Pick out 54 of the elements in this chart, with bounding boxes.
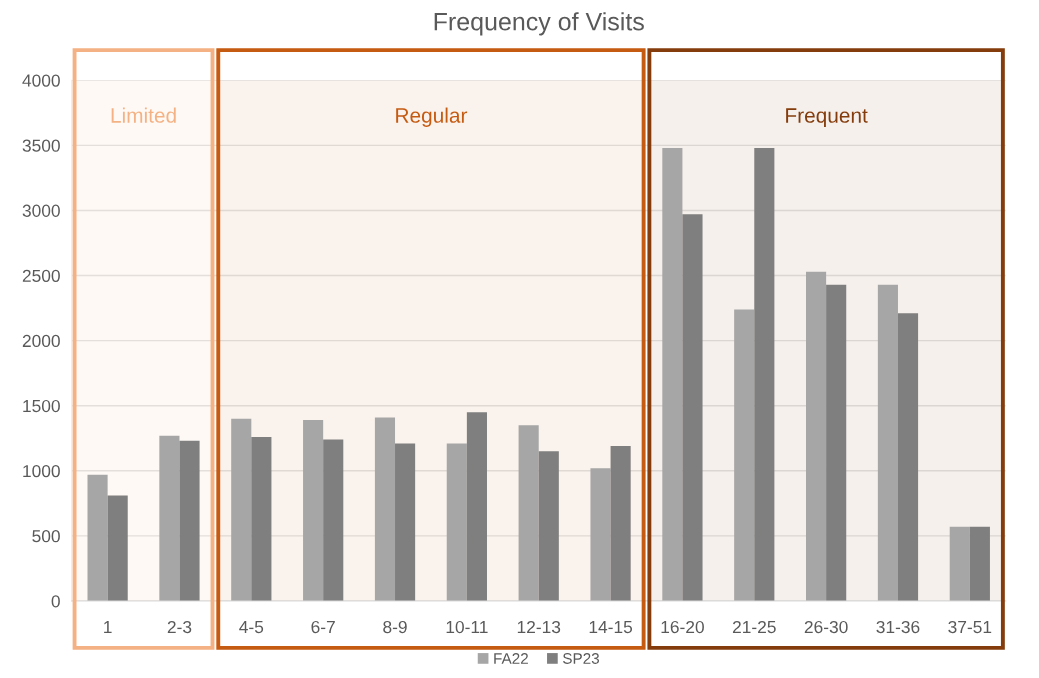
bar <box>754 147 775 601</box>
x-tick-label: 10-11 <box>446 620 488 634</box>
x-tick-label: 21-25 <box>732 620 776 634</box>
y-tick-label: 4000 <box>22 74 60 87</box>
x-tick-label: 26-30 <box>804 620 848 634</box>
x-tick-label: 8-9 <box>383 620 407 634</box>
bar <box>897 313 919 601</box>
bar <box>107 495 128 601</box>
x-tick-label: 12-13 <box>517 620 561 634</box>
bar <box>323 439 344 601</box>
x-tick-label: 2-3 <box>167 620 192 634</box>
x-tick-label: 6-7 <box>311 620 335 634</box>
x-tick-label: 14-15 <box>589 621 633 634</box>
y-tick-label: 3000 <box>22 204 60 217</box>
bar <box>610 446 631 601</box>
bar <box>231 418 252 601</box>
x-tick-label: 1 <box>104 621 112 634</box>
bar <box>251 436 272 601</box>
legend-label: FA22 <box>494 653 528 664</box>
bar <box>395 443 416 601</box>
x-tick-label: 37-51 <box>948 620 992 634</box>
y-tick-label: 2000 <box>22 334 60 348</box>
bar <box>949 526 970 601</box>
bar <box>969 526 990 601</box>
bar <box>466 412 487 601</box>
y-tick-label: 2500 <box>22 269 60 282</box>
y-tick-label: 1500 <box>23 399 60 413</box>
x-tick-label: 31-36 <box>876 620 920 634</box>
y-tick-label: 1000 <box>23 464 60 478</box>
x-tick-label: 4-5 <box>239 621 264 634</box>
bar <box>590 468 611 601</box>
bar <box>87 474 108 601</box>
bar <box>374 417 396 601</box>
bar <box>662 147 683 601</box>
x-tick-label: 16-20 <box>661 620 704 634</box>
legend-label: SP23 <box>563 653 600 664</box>
bar <box>179 440 200 601</box>
y-tick-label: 0 <box>51 595 60 608</box>
bar <box>734 309 755 601</box>
y-tick-label: 500 <box>32 530 60 543</box>
bar <box>682 214 703 601</box>
bar <box>518 425 539 601</box>
chart-title: Frequency of Visits <box>434 12 644 36</box>
bar <box>446 443 467 601</box>
bar <box>826 284 847 601</box>
bar <box>806 271 827 601</box>
band-label: Limited <box>111 107 176 123</box>
bar <box>303 420 324 601</box>
bar <box>538 451 559 601</box>
band-label: Regular <box>396 107 468 127</box>
bar <box>159 435 180 601</box>
y-tick-label: 3500 <box>22 139 60 152</box>
band-label: Frequent <box>786 108 868 127</box>
bar <box>877 284 898 601</box>
